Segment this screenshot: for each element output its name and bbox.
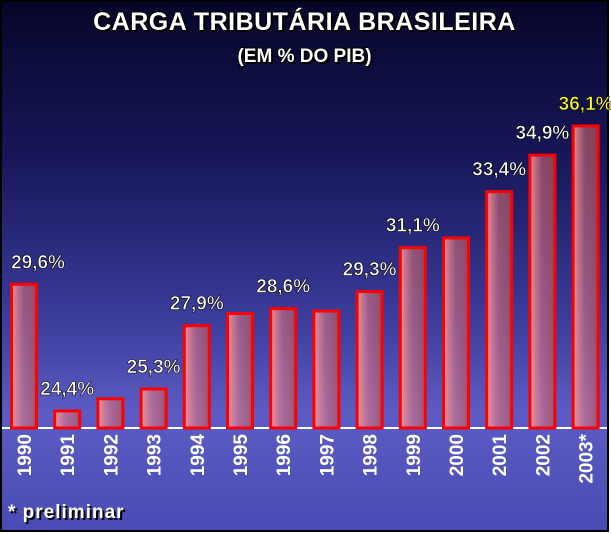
- bar-group-1998: 29,3% 1998: [342, 259, 397, 476]
- bar-1997: [312, 309, 341, 430]
- data-label-2003: 36,1%: [559, 94, 611, 115]
- bar-group-1995: 1995: [226, 312, 254, 477]
- bar-1993: [139, 387, 168, 430]
- bar-group-1992: 1992: [96, 397, 125, 476]
- x-tick-label-1994: 1994: [188, 434, 209, 477]
- bar-group-1996: 28,6% 1996: [256, 276, 311, 476]
- bar-group-1990: 29,6% 1990: [10, 252, 65, 476]
- bar-1995: [226, 312, 254, 430]
- bar-1990: [10, 282, 38, 430]
- bar-group-1993: 25,3% 1993: [126, 357, 181, 477]
- bar-group-2002: 34,9% 2002: [515, 123, 570, 476]
- bar-group-2001: 33,4% 2001: [472, 159, 527, 477]
- x-tick-label-1990: 1990: [15, 434, 36, 476]
- data-label-1994: 27,9%: [170, 294, 224, 315]
- bar-2002: [528, 153, 557, 430]
- bar-group-2003: 36,1% 2003*: [558, 94, 611, 484]
- bar-2003: [571, 124, 600, 430]
- data-label-1998: 29,3%: [343, 260, 397, 281]
- bar-group-1997: 1997: [312, 309, 341, 476]
- bar-1998: [355, 290, 384, 430]
- x-tick-label-1991: 1991: [58, 434, 79, 477]
- data-label-1993: 25,3%: [127, 357, 181, 378]
- x-tick-label-2003: 2003*: [577, 433, 598, 483]
- data-label-2002: 34,9%: [515, 123, 569, 144]
- bar-group-1999: 31,1% 1999: [386, 215, 441, 476]
- x-tick-label-1993: 1993: [145, 434, 166, 476]
- x-tick-label-1999: 1999: [404, 434, 425, 476]
- bar-1992: [96, 397, 125, 430]
- bar-group-2000: 2000: [442, 236, 470, 476]
- bar-1999: [398, 246, 427, 430]
- bar-1991: [53, 409, 82, 430]
- x-tick-label-2002: 2002: [533, 434, 554, 476]
- data-label-2001: 33,4%: [472, 160, 526, 181]
- data-label-1991: 24,4%: [40, 379, 94, 400]
- x-tick-label-1997: 1997: [317, 434, 338, 476]
- bar-group-1994: 27,9% 1994: [170, 293, 225, 477]
- x-tick-label-1998: 1998: [361, 434, 382, 476]
- data-label-1996: 28,6%: [256, 277, 310, 298]
- x-tick-label-2001: 2001: [490, 434, 511, 477]
- bar-1996: [269, 307, 298, 430]
- bar-group-1991: 24,4% 1991: [40, 379, 95, 477]
- bar-2001: [485, 190, 514, 430]
- chart-subtitle: (EM % DO PIB): [237, 46, 372, 67]
- bar-1994: [182, 324, 211, 430]
- footnote: * preliminar: [8, 502, 125, 523]
- x-tick-label-2000: 2000: [447, 434, 468, 476]
- bar-2000: [442, 236, 470, 430]
- x-tick-label-1995: 1995: [231, 434, 252, 477]
- x-tick-label-1992: 1992: [101, 434, 122, 476]
- data-label-1999: 31,1%: [386, 216, 440, 237]
- x-tick-label-1996: 1996: [274, 434, 295, 476]
- data-label-1990: 29,6%: [11, 252, 65, 273]
- chart-title: CARGA TRIBUTÁRIA BRASILEIRA: [93, 8, 516, 36]
